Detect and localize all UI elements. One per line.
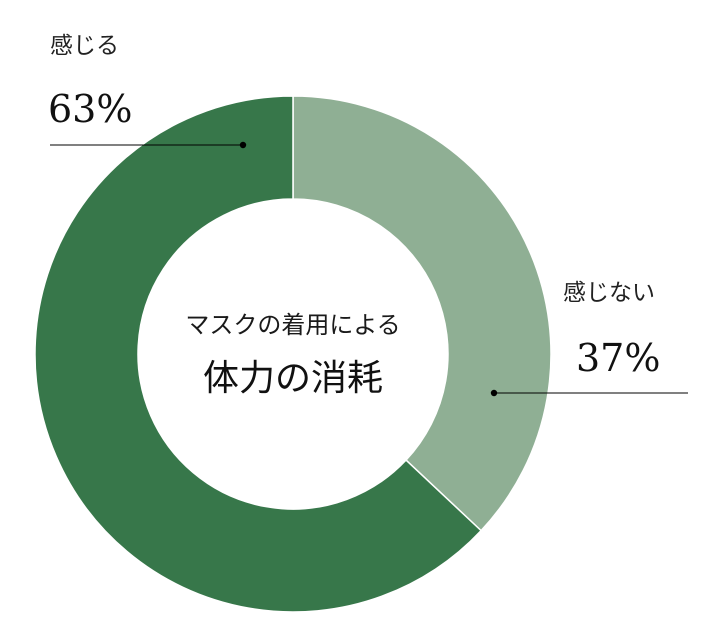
slice-label-not-feel: 感じない [563, 280, 655, 306]
leader-dot-feel [239, 141, 247, 149]
slice-value-not-feel: 37% [576, 336, 660, 380]
center-title-line-1: マスクの着用による [185, 311, 400, 339]
leader-dot-not-feel [490, 389, 498, 397]
slice-label-feel: 感じる [50, 33, 119, 59]
slice-group [34, 95, 552, 613]
donut-slice-0 [292, 95, 552, 532]
donut-slice-1 [34, 95, 483, 613]
center-title-line-2: 体力の消耗 [203, 358, 383, 399]
slice-value-feel: 63% [48, 87, 132, 131]
